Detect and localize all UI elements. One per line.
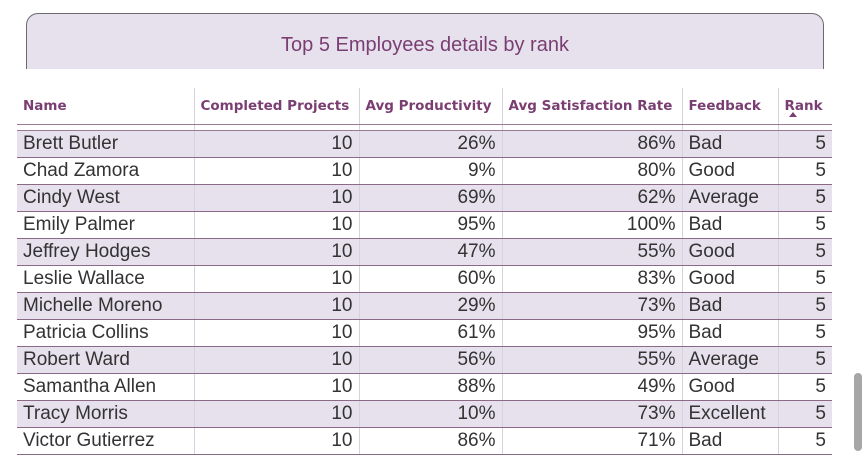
cell-rank: 5 [778,184,832,212]
vertical-scrollbar-thumb[interactable] [854,373,862,451]
cell-completed-projects: 10 [194,211,360,239]
table-row[interactable]: Tracy Morris 10 10% 73% Excellent 5 [17,400,832,428]
cell-avg-satisfaction-rate: 71% [502,427,683,455]
cell-name: Tracy Morris [17,400,195,428]
cell-rank: 5 [778,400,832,428]
cell-completed-projects: 10 [194,265,360,293]
cell-avg-productivity: 9% [359,157,503,185]
table-header-row: Name Completed Projects Avg Productivity… [17,88,832,125]
cell-feedback: Bad [682,211,779,239]
cell-rank: 5 [778,427,832,455]
column-header-rank-label: Rank [784,98,823,114]
cell-avg-satisfaction-rate: 55% [502,346,683,374]
column-header-feedback[interactable]: Feedback [682,88,779,125]
cell-feedback: Average [682,184,779,212]
cell-avg-satisfaction-rate: 100% [502,211,683,239]
cell-completed-projects: 10 [194,427,360,455]
cell-avg-satisfaction-rate: 73% [502,292,683,320]
cell-avg-productivity: 88% [359,373,503,401]
cell-feedback: Excellent [682,400,779,428]
cell-completed-projects: 10 [194,319,360,347]
table-row[interactable]: Victor Gutierrez 10 86% 71% Bad 5 [17,427,832,455]
table-row[interactable]: Chad Zamora 10 9% 80% Good 5 [17,157,832,185]
cell-avg-satisfaction-rate: 80% [502,157,683,185]
cell-avg-satisfaction-rate: 95% [502,319,683,347]
table-row[interactable]: Cindy West 10 69% 62% Average 5 [17,184,832,212]
cell-name: Jeffrey Hodges [17,238,195,266]
cell-avg-satisfaction-rate: 86% [502,130,683,158]
employee-table: Name Completed Projects Avg Productivity… [17,88,832,455]
column-header-avg-productivity[interactable]: Avg Productivity [359,88,503,125]
cell-name: Chad Zamora [17,157,195,185]
cell-rank: 5 [778,211,832,239]
cell-avg-productivity: 86% [359,427,503,455]
table-row[interactable]: Michelle Moreno 10 29% 73% Bad 5 [17,292,832,320]
cell-avg-satisfaction-rate: 55% [502,238,683,266]
cell-avg-productivity: 60% [359,265,503,293]
cell-completed-projects: 10 [194,292,360,320]
cell-avg-productivity: 56% [359,346,503,374]
cell-feedback: Good [682,373,779,401]
cell-avg-satisfaction-rate: 83% [502,265,683,293]
cell-name: Michelle Moreno [17,292,195,320]
table-row[interactable]: Robert Ward 10 56% 55% Average 5 [17,346,832,374]
cell-rank: 5 [778,238,832,266]
cell-avg-productivity: 61% [359,319,503,347]
cell-feedback: Average [682,346,779,374]
cell-completed-projects: 10 [194,130,360,158]
cell-avg-productivity: 29% [359,292,503,320]
cell-name: Brett Butler [17,130,195,158]
table-row[interactable]: Emily Palmer 10 95% 100% Bad 5 [17,211,832,239]
cell-feedback: Good [682,238,779,266]
cell-feedback: Bad [682,130,779,158]
cell-feedback: Bad [682,319,779,347]
cell-avg-productivity: 47% [359,238,503,266]
cell-name: Leslie Wallace [17,265,195,293]
visual-title-box: Top 5 Employees details by rank [26,13,824,69]
table-row[interactable]: Jeffrey Hodges 10 47% 55% Good 5 [17,238,832,266]
cell-feedback: Good [682,157,779,185]
column-header-name[interactable]: Name [17,88,195,125]
cell-name: Victor Gutierrez [17,427,195,455]
table-row[interactable]: Samantha Allen 10 88% 49% Good 5 [17,373,832,401]
cell-rank: 5 [778,265,832,293]
cell-avg-satisfaction-rate: 49% [502,373,683,401]
cell-avg-satisfaction-rate: 62% [502,184,683,212]
cell-rank: 5 [778,319,832,347]
cell-name: Samantha Allen [17,373,195,401]
cell-completed-projects: 10 [194,373,360,401]
cell-avg-productivity: 69% [359,184,503,212]
table-row[interactable]: Brett Butler 10 26% 86% Bad 5 [17,130,832,158]
cell-name: Robert Ward [17,346,195,374]
cell-rank: 5 [778,373,832,401]
cell-avg-satisfaction-rate: 73% [502,400,683,428]
table-row[interactable]: Patricia Collins 10 61% 95% Bad 5 [17,319,832,347]
cell-avg-productivity: 26% [359,130,503,158]
table-row[interactable]: Leslie Wallace 10 60% 83% Good 5 [17,265,832,293]
cell-name: Cindy West [17,184,195,212]
cell-feedback: Good [682,265,779,293]
column-header-avg-satisfaction-rate[interactable]: Avg Satisfaction Rate [502,88,683,125]
cell-feedback: Bad [682,427,779,455]
cell-avg-productivity: 95% [359,211,503,239]
cell-completed-projects: 10 [194,400,360,428]
cell-completed-projects: 10 [194,238,360,266]
cell-rank: 5 [778,130,832,158]
cell-rank: 5 [778,292,832,320]
partial-row [17,124,832,131]
visual-title: Top 5 Employees details by rank [281,34,569,56]
cell-completed-projects: 10 [194,184,360,212]
cell-rank: 5 [778,346,832,374]
cell-completed-projects: 10 [194,157,360,185]
cell-avg-productivity: 10% [359,400,503,428]
cell-feedback: Bad [682,292,779,320]
employee-table-container[interactable]: Name Completed Projects Avg Productivity… [17,88,832,459]
cell-completed-projects: 10 [194,346,360,374]
column-header-completed-projects[interactable]: Completed Projects [194,88,360,125]
cell-name: Emily Palmer [17,211,195,239]
column-header-rank[interactable]: Rank [778,88,832,125]
sort-ascending-icon [788,112,797,117]
cell-name: Patricia Collins [17,319,195,347]
cell-rank: 5 [778,157,832,185]
